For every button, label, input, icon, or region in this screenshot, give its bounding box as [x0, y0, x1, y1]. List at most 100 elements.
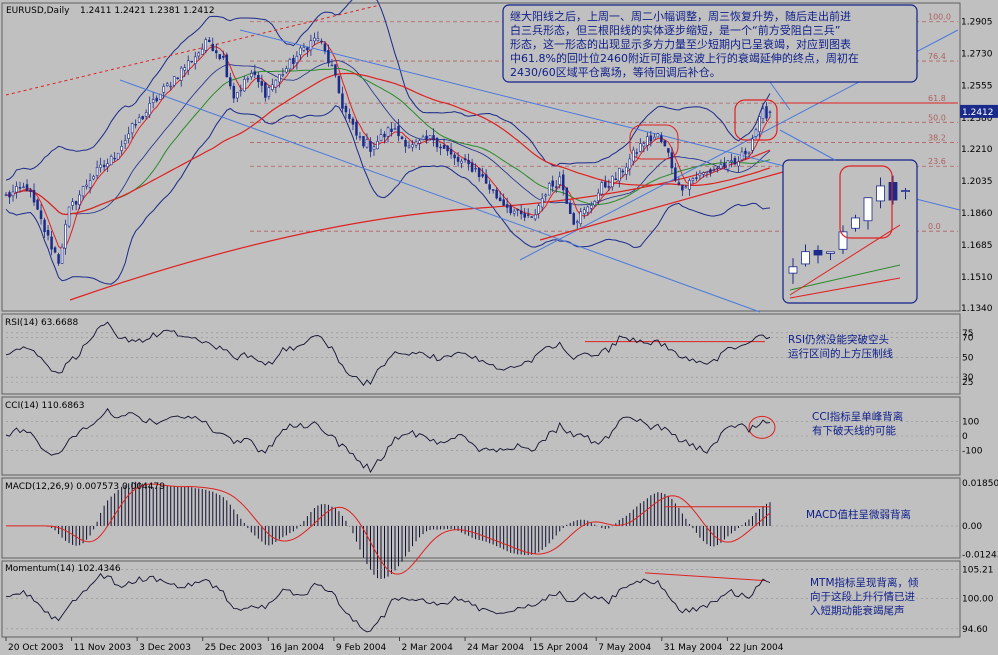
- candle: [137, 114, 141, 123]
- candle: [32, 183, 36, 206]
- candle-body: [172, 76, 176, 86]
- cci-tick-label: 0: [962, 432, 968, 442]
- candle-body: [491, 189, 495, 191]
- candle-body: [85, 184, 88, 187]
- candle: [751, 134, 754, 154]
- candle-body: [348, 114, 351, 119]
- candle-body: [25, 184, 29, 192]
- candle-body: [477, 167, 481, 177]
- fib-label-100-0: 100.0: [928, 13, 951, 22]
- candle-body: [768, 111, 772, 114]
- candle: [607, 179, 611, 192]
- candle: [85, 179, 88, 190]
- candle: [274, 79, 278, 94]
- candle-body: [505, 204, 509, 208]
- candle: [53, 246, 57, 254]
- mtm-tick-label: 100.00: [962, 595, 994, 605]
- candle-body: [232, 85, 236, 99]
- rsi-line: [5, 321, 771, 387]
- candle: [660, 132, 663, 144]
- candle-body: [460, 160, 463, 164]
- candle: [604, 175, 607, 189]
- candle-body: [302, 47, 306, 51]
- candle: [561, 169, 565, 196]
- candle: [127, 126, 130, 144]
- candle-body: [102, 164, 106, 168]
- candle: [572, 211, 576, 226]
- candle: [215, 43, 218, 59]
- candle-body: [575, 221, 579, 224]
- candle-body: [607, 186, 611, 188]
- candle-body: [519, 210, 523, 215]
- inset-candle-body: [851, 217, 860, 229]
- candle-body: [222, 56, 225, 58]
- candle-body: [246, 78, 250, 80]
- candle: [495, 187, 498, 200]
- candle-body: [109, 156, 113, 166]
- candle: [656, 132, 660, 138]
- price-tick-label: 1.2210: [961, 145, 993, 155]
- candle-body: [253, 71, 257, 75]
- candle-body: [50, 236, 53, 250]
- annotation-line-2: 白三兵形态，但三根阳线的实体逐步缩短，是一个“前方受阻白三兵”: [510, 23, 840, 37]
- candle: [36, 198, 39, 211]
- candle-body: [36, 199, 39, 210]
- candle-body: [386, 127, 390, 137]
- candle-body: [600, 182, 604, 195]
- candle: [639, 138, 642, 153]
- candle-body: [747, 151, 751, 154]
- candle-body: [649, 135, 653, 142]
- rsi-label: RSI(14) 63.6688: [5, 318, 78, 328]
- candle: [723, 157, 726, 169]
- candle: [288, 57, 292, 72]
- candle: [411, 140, 414, 152]
- inset-pointer: [779, 129, 836, 161]
- candle: [232, 82, 236, 103]
- candle: [512, 208, 516, 217]
- candle: [309, 34, 313, 56]
- candle: [134, 119, 137, 129]
- candle-body: [632, 149, 635, 162]
- candle: [257, 72, 260, 88]
- candle-body: [151, 99, 155, 103]
- candle-body: [197, 52, 201, 57]
- candle-body: [579, 211, 583, 225]
- candle-body: [502, 199, 505, 206]
- current-price-box: [960, 104, 998, 118]
- candle-body: [211, 43, 215, 52]
- candle: [698, 170, 702, 180]
- candle: [57, 252, 60, 266]
- candle: [765, 102, 768, 122]
- candle: [418, 138, 421, 151]
- candle-body: [344, 105, 348, 113]
- candle: [320, 38, 323, 45]
- candle: [78, 190, 81, 210]
- candle-body: [481, 174, 484, 177]
- candle-body: [565, 187, 568, 204]
- candle-body: [698, 172, 702, 177]
- mtm-label: Momentum(14) 102.4346: [5, 564, 121, 574]
- annotation-pointer: [769, 81, 791, 111]
- candle-body: [446, 145, 449, 152]
- candle-body: [288, 59, 292, 70]
- candle-body: [523, 213, 526, 218]
- candle: [88, 173, 92, 194]
- candle: [625, 162, 628, 181]
- date-tick-label: 22 Jun 2004: [729, 643, 783, 653]
- candle-body: [260, 81, 264, 86]
- date-tick-label: 7 May 2004: [598, 643, 651, 653]
- candle: [376, 135, 379, 150]
- fib-label-61-8: 61.8: [928, 94, 946, 103]
- candle: [208, 37, 211, 43]
- date-tick-label: 16 Jan 2004: [270, 643, 324, 653]
- candle: [267, 85, 271, 100]
- inset-ma-green: [789, 264, 901, 291]
- price-tick-label: 1.1860: [961, 209, 993, 219]
- candle: [691, 177, 695, 184]
- candle-body: [646, 136, 649, 146]
- date-tick-label: 15 Apr 2004: [533, 643, 589, 653]
- candle: [130, 122, 134, 139]
- candle: [116, 152, 120, 160]
- price-tick-label: 1.2035: [961, 177, 993, 187]
